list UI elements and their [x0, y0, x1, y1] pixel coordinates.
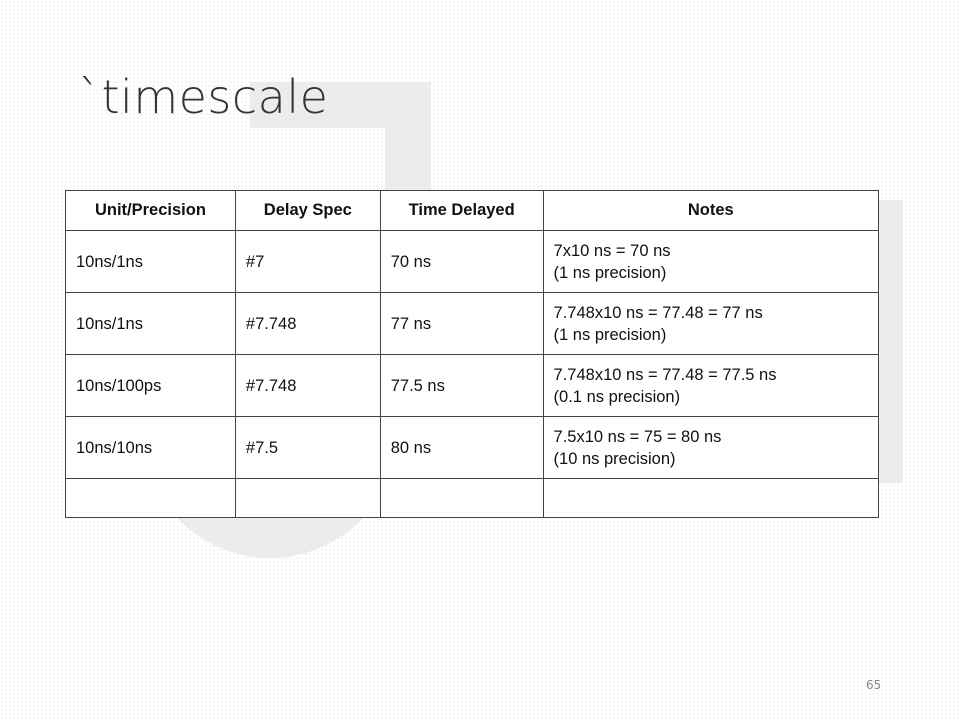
- note-precision: (0.1 ns precision): [553, 387, 681, 406]
- cell-notes: 7x10 ns = 70 ns (1 ns precision): [542, 230, 880, 293]
- column-header-delay-spec: Delay Spec: [234, 190, 381, 231]
- table-row-empty: [65, 478, 880, 518]
- cell-unit-precision: 10ns/1ns: [65, 230, 236, 293]
- note-calculation: 7.748x10 ns = 77.48 = 77.5 ns: [553, 365, 777, 384]
- note-precision: (10 ns precision): [553, 449, 676, 468]
- table-row: 10ns/1ns #7.748 77 ns 7.748x10 ns = 77.4…: [65, 292, 880, 355]
- timescale-table: Unit/Precision Delay Spec Time Delayed N…: [65, 190, 880, 518]
- cell-empty: [542, 478, 880, 518]
- note-calculation: 7x10 ns = 70 ns: [553, 241, 671, 260]
- page-number: 65: [866, 678, 882, 692]
- column-header-time-delayed: Time Delayed: [379, 190, 544, 231]
- column-header-unit-precision: Unit/Precision: [65, 190, 236, 231]
- cell-delay-spec: #7.5: [234, 416, 381, 479]
- note-precision: (1 ns precision): [553, 263, 667, 282]
- cell-empty: [234, 478, 381, 518]
- note-precision: (1 ns precision): [553, 325, 667, 344]
- cell-unit-precision: 10ns/100ps: [65, 354, 236, 417]
- cell-delay-spec: #7.748: [234, 354, 381, 417]
- cell-empty: [65, 478, 236, 518]
- note-calculation: 7.748x10 ns = 77.48 = 77 ns: [553, 303, 763, 322]
- column-header-notes: Notes: [542, 190, 880, 231]
- cell-unit-precision: 10ns/10ns: [65, 416, 236, 479]
- note-calculation: 7.5x10 ns = 75 = 80 ns: [553, 427, 722, 446]
- cell-time-delayed: 77 ns: [379, 292, 544, 355]
- cell-delay-spec: #7.748: [234, 292, 381, 355]
- cell-time-delayed: 80 ns: [379, 416, 544, 479]
- cell-time-delayed: 70 ns: [379, 230, 544, 293]
- cell-time-delayed: 77.5 ns: [379, 354, 544, 417]
- table-row: 10ns/100ps #7.748 77.5 ns 7.748x10 ns = …: [65, 354, 880, 417]
- cell-notes: 7.5x10 ns = 75 = 80 ns (10 ns precision): [542, 416, 880, 479]
- table-row: 10ns/10ns #7.5 80 ns 7.5x10 ns = 75 = 80…: [65, 416, 880, 479]
- cell-empty: [379, 478, 544, 518]
- cell-notes: 7.748x10 ns = 77.48 = 77.5 ns (0.1 ns pr…: [542, 354, 880, 417]
- slide-title: `timescale: [78, 70, 329, 124]
- cell-unit-precision: 10ns/1ns: [65, 292, 236, 355]
- cell-notes: 7.748x10 ns = 77.48 = 77 ns (1 ns precis…: [542, 292, 880, 355]
- table-header-row: Unit/Precision Delay Spec Time Delayed N…: [65, 190, 880, 231]
- cell-delay-spec: #7: [234, 230, 381, 293]
- table-row: 10ns/1ns #7 70 ns 7x10 ns = 70 ns (1 ns …: [65, 230, 880, 293]
